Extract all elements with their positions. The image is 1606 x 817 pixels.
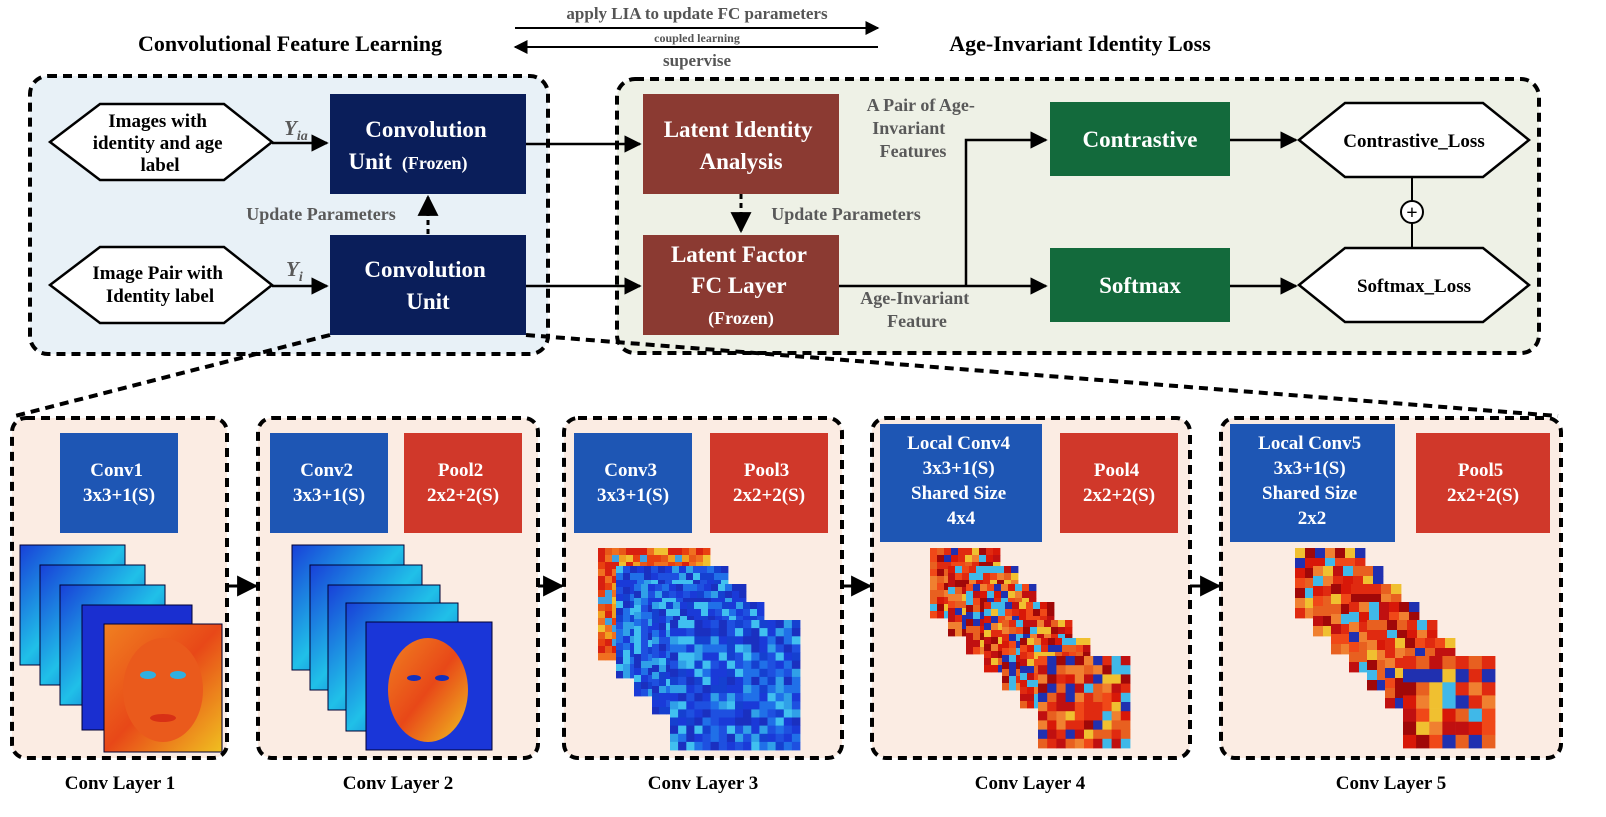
conv-unit: Convolution Unit [330, 235, 526, 335]
layer1-feature-maps [19, 544, 223, 753]
svg-text:Local Conv5 3x3+1(S): Local Conv5 3x3+1(S) Shared Size 2x2 [1258, 433, 1366, 529]
layer-1-label: Conv Layer 1 [65, 773, 175, 794]
layer-1-panel: Conv1 3x3+1(S) [10, 416, 229, 760]
lffc-line2: FC Layer [691, 273, 786, 298]
layer5-feature-maps [1295, 548, 1496, 749]
layer4-red-line1: Pool4 [1094, 460, 1140, 481]
layer2-red-line2: 2x2+2(S) [427, 485, 499, 506]
input-bottom-line-2: Identity label [106, 286, 214, 307]
lffc-line3: (Frozen) [708, 308, 774, 329]
input-bottom-line-1: Image Pair with [92, 263, 223, 284]
input-hexagon-image-pair: Image Pair with Identity label [47, 245, 275, 325]
svg-text:+: + [1406, 202, 1417, 224]
layer4-feature-maps [930, 548, 1131, 749]
svg-text:Softmax: Softmax [1099, 273, 1181, 298]
right-section-title: Age-Invariant Identity Loss [949, 31, 1211, 56]
latent-factor-fc-box: Latent Factor FC Layer (Frozen) [643, 235, 839, 335]
branch-to-contrastive [964, 131, 1048, 286]
layer1-blue-line2: 3x3+1(S) [83, 485, 155, 506]
svg-text:Latent Factor FC Layer: Latent Factor FC Layer (Frozen) [671, 242, 811, 329]
svg-text:Contrastive: Contrastive [1083, 127, 1198, 152]
layer-2-panel: Conv2 3x3+1(S) Pool2 2x2+2(S) [256, 416, 540, 760]
svg-text:Convolution Unit (: Convolution Unit (Frozen) [348, 117, 490, 174]
svg-text:Contrastive_Loss: Contrastive_Loss [1343, 131, 1484, 152]
layer5-blue-line3: Shared Size [1262, 483, 1357, 504]
update-params-mid: Update Parameters [771, 204, 920, 224]
layer3-red-line2: 2x2+2(S) [733, 485, 805, 506]
svg-text:Softmax_Loss: Softmax_Loss [1357, 276, 1471, 297]
layer4-red-line2: 2x2+2(S) [1083, 485, 1155, 506]
svg-text:Pool5 2x2+2(S): Pool5 2x2+2(S) [1447, 460, 1519, 506]
svg-text:Convolution Unit: Convolution Unit [364, 257, 491, 314]
layer-2-label: Conv Layer 2 [343, 773, 453, 794]
layer2-blue-line1: Conv2 [300, 460, 353, 481]
layer-4-panel: Local Conv4 3x3+1(S) Shared Size 4x4 Poo… [870, 416, 1192, 760]
layer-4-label: Conv Layer 4 [975, 773, 1086, 794]
lia-line2: Analysis [699, 149, 782, 174]
left-section-title: Convolutional Feature Learning [138, 31, 442, 56]
svg-text:Conv3 3x3+1(S): Conv3 3x3+1(S) [597, 460, 669, 506]
update-params-left: Update Parameters [246, 204, 395, 224]
layer4-blue-line4: 4x4 [947, 508, 976, 529]
layer5-red-line2: 2x2+2(S) [1447, 485, 1519, 506]
conv-unit-line1: Convolution [364, 257, 486, 282]
supervise-label: supervise [663, 51, 731, 70]
zoom-line-left [14, 333, 331, 418]
frozen-unit-line2: Unit [348, 149, 392, 174]
layer3-feature-maps [598, 548, 801, 751]
layer4-blue-line2: 3x3+1(S) [923, 458, 995, 479]
input-top-line-3: label [140, 155, 179, 176]
contrastive-loss-hexagon: Contrastive_Loss [1297, 101, 1531, 179]
coupled-learning-label: coupled learning [654, 31, 740, 45]
layer1-blue-line1: Conv1 [90, 460, 143, 481]
svg-text:Pool2 2x2+2(S): Pool2 2x2+2(S) [427, 460, 499, 506]
layer4-blue-line3: Shared Size [911, 483, 1006, 504]
lia-line1: Latent Identity [664, 117, 813, 142]
svg-text:Conv1 3x3+1(S): Conv1 3x3+1(S) [83, 460, 155, 506]
frozen-unit-suffix: (Frozen) [402, 153, 468, 174]
single-feature-label: Age-Invariant Feature [860, 288, 974, 331]
y-ia-label: Yia [284, 116, 308, 144]
layer4-blue-line1: Local Conv4 [907, 433, 1010, 454]
conv-unit-line2: Unit [406, 289, 450, 314]
pair-features-label: A Pair of Age- Invariant Features [867, 95, 980, 161]
input-top-line-1: Images with [108, 111, 207, 132]
layer3-blue-line1: Conv3 [604, 460, 657, 481]
layer2-feature-maps [291, 544, 493, 751]
contrastive-box: Contrastive [1050, 102, 1230, 176]
layer5-blue-line1: Local Conv5 [1258, 433, 1361, 454]
svg-text:Latent Identity Analysis: Latent Identity Analysis [664, 117, 819, 174]
layer2-red-line1: Pool2 [438, 460, 483, 481]
svg-text:Image Pair with Identity: Image Pair with Identity label [92, 263, 227, 307]
plus-circle-icon: + [1400, 200, 1424, 224]
softmax-box: Softmax [1050, 248, 1230, 322]
layer-3-label: Conv Layer 3 [648, 773, 758, 794]
conv-unit-frozen: Convolution Unit (Frozen) [330, 94, 526, 194]
svg-text:Conv2 3x3+1(S): Conv2 3x3+1(S) [293, 460, 365, 506]
svg-text:Local Conv4 3x3+1(S): Local Conv4 3x3+1(S) Shared Size 4x4 [907, 433, 1015, 529]
zoom-line-right [525, 333, 1559, 418]
layer3-red-line1: Pool3 [744, 460, 789, 481]
svg-text:Pool3 2x2+2(S): Pool3 2x2+2(S) [733, 460, 805, 506]
frozen-unit-line1: Convolution [365, 117, 487, 142]
layer5-blue-line4: 2x2 [1298, 508, 1327, 529]
svg-text:Images with identity and: Images with identity and age label [93, 111, 228, 176]
layer-5-panel: Local Conv5 3x3+1(S) Shared Size 2x2 Poo… [1219, 416, 1563, 760]
layer5-red-line1: Pool5 [1458, 460, 1503, 481]
input-hexagon-identity-age: Images with identity and age label [47, 102, 275, 182]
apply-lia-label: apply LIA to update FC parameters [566, 4, 828, 23]
layer2-blue-line2: 3x3+1(S) [293, 485, 365, 506]
input-top-line-2: identity and age [93, 133, 223, 154]
layer5-blue-line2: 3x3+1(S) [1274, 458, 1346, 479]
svg-text:Pool4 2x2+2(S): Pool4 2x2+2(S) [1083, 460, 1155, 506]
y-i-label: Yi [286, 257, 303, 285]
latent-identity-analysis-box: Latent Identity Analysis [643, 94, 839, 194]
softmax-loss-hexagon: Softmax_Loss [1297, 246, 1531, 324]
lffc-line1: Latent Factor [671, 242, 807, 267]
layer3-blue-line2: 3x3+1(S) [597, 485, 669, 506]
layer-3-panel: Conv3 3x3+1(S) Pool3 2x2+2(S) [562, 416, 844, 760]
top-arrows: apply LIA to update FC parameters couple… [513, 4, 880, 70]
layer-5-label: Conv Layer 5 [1336, 773, 1446, 794]
